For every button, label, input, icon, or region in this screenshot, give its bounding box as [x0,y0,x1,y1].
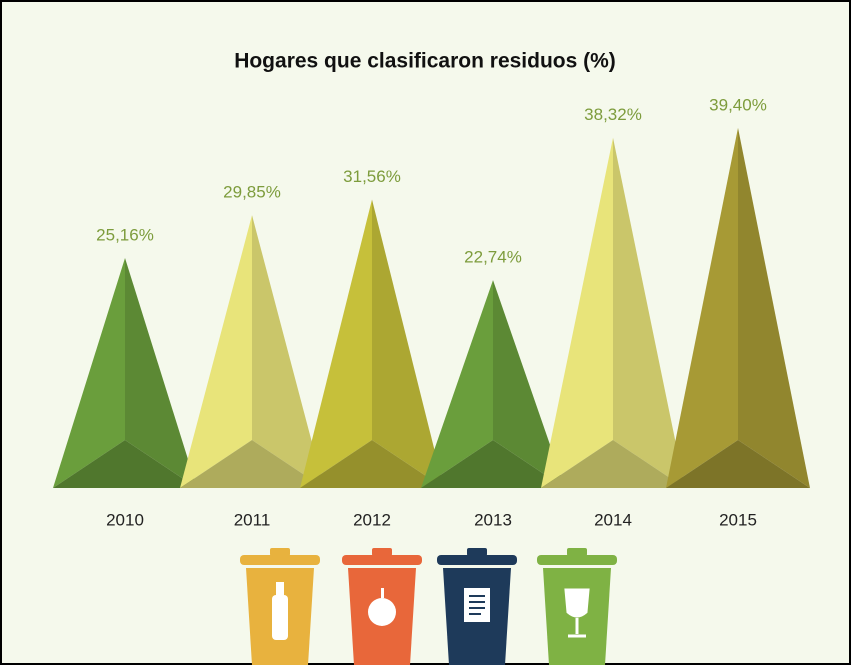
pyramid-face [125,258,197,488]
pyramid [300,199,444,488]
pyramid [666,127,810,488]
x-tick-label: 2014 [594,510,632,529]
value-label: 38,32% [584,105,642,124]
x-tick-label: 2012 [353,510,391,529]
x-tick-label: 2013 [474,510,512,529]
pyramid-face [493,280,565,488]
pyramid-face [300,199,372,488]
pyramid-face [372,199,444,488]
pyramid-face [613,137,685,489]
pyramid-face [421,280,493,488]
pyramid-face [53,258,125,488]
pyramid-face [300,440,444,488]
recycling-bins [240,548,617,665]
pyramid [421,280,565,488]
value-label: 22,74% [464,248,522,267]
pyramid-face [541,440,685,488]
pyramid [541,137,685,489]
chart-title: Hogares que clasificaron residuos (%) [234,50,616,73]
pyramid-face [53,440,197,488]
pyramid-face [180,215,252,488]
bin-glass [537,548,617,665]
pyramid-face [180,440,324,488]
pyramid-face [666,440,810,488]
x-tick-label: 2011 [234,510,271,529]
value-label: 25,16% [96,226,154,245]
pyramid [53,258,197,488]
bin-organic [342,548,422,665]
bin-paper [437,548,517,665]
pyramid-face [252,215,324,488]
x-tick-label: 2010 [106,510,144,529]
pyramid [180,215,324,488]
pyramid-face [738,127,810,488]
bin-plastic [240,548,320,665]
value-label: 29,85% [223,183,281,202]
value-label: 39,40% [709,95,767,114]
pyramid-face [666,127,738,488]
x-tick-label: 2015 [719,510,757,529]
value-label: 31,56% [343,167,401,186]
pyramid-face [421,440,565,488]
pyramid-face [541,137,613,489]
